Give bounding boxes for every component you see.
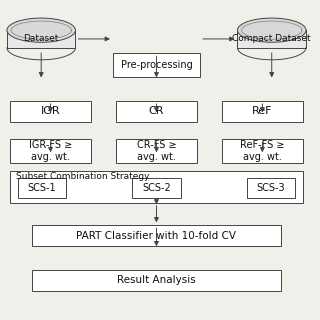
Bar xyxy=(7,30,76,48)
Ellipse shape xyxy=(7,18,76,42)
Text: IGR: IGR xyxy=(41,107,60,116)
FancyBboxPatch shape xyxy=(132,178,181,198)
Text: Subset Combination Strategy: Subset Combination Strategy xyxy=(16,172,150,181)
Text: IGR-FS ≥
avg. wt.: IGR-FS ≥ avg. wt. xyxy=(29,140,72,162)
Text: Pre-processing: Pre-processing xyxy=(121,60,192,70)
FancyBboxPatch shape xyxy=(32,225,281,246)
FancyBboxPatch shape xyxy=(10,139,91,163)
Text: CR-FS ≥
avg. wt.: CR-FS ≥ avg. wt. xyxy=(137,140,176,162)
Text: ReF: ReF xyxy=(252,107,273,116)
FancyBboxPatch shape xyxy=(113,53,200,77)
FancyBboxPatch shape xyxy=(32,270,281,291)
Text: Dataset: Dataset xyxy=(23,34,59,43)
FancyBboxPatch shape xyxy=(10,171,303,203)
FancyBboxPatch shape xyxy=(116,139,197,163)
Text: Result Analysis: Result Analysis xyxy=(117,275,196,285)
Text: Compact Dataset: Compact Dataset xyxy=(232,34,311,43)
Ellipse shape xyxy=(237,18,306,42)
FancyBboxPatch shape xyxy=(222,101,303,122)
Text: SCS-1: SCS-1 xyxy=(28,183,56,193)
FancyBboxPatch shape xyxy=(247,178,295,198)
FancyBboxPatch shape xyxy=(116,101,197,122)
Text: SCS-3: SCS-3 xyxy=(257,183,285,193)
Text: PART Classifier with 10-fold CV: PART Classifier with 10-fold CV xyxy=(76,231,236,241)
Text: SCS-2: SCS-2 xyxy=(142,183,171,193)
Text: ReF-FS ≥
avg. wt.: ReF-FS ≥ avg. wt. xyxy=(240,140,284,162)
FancyBboxPatch shape xyxy=(10,101,91,122)
FancyBboxPatch shape xyxy=(18,178,66,198)
Text: CR: CR xyxy=(149,107,164,116)
Bar xyxy=(237,30,306,48)
FancyBboxPatch shape xyxy=(222,139,303,163)
